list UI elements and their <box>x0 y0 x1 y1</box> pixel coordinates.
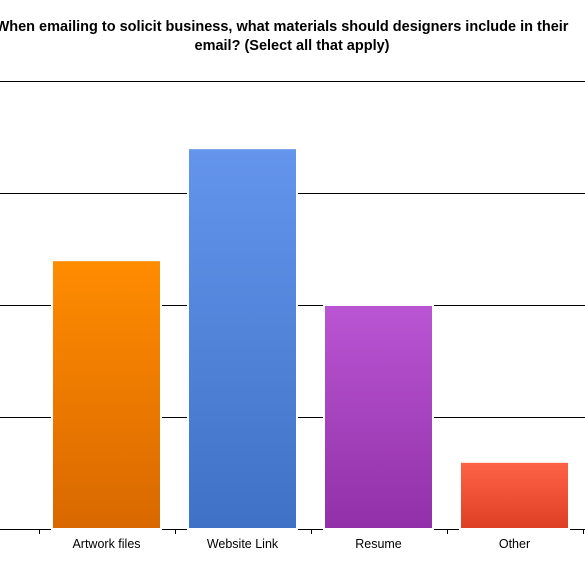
x-axis <box>39 529 584 534</box>
x-tick-label-artwork-files: Artwork files <box>72 537 140 551</box>
bars <box>51 147 570 530</box>
x-tick-label-website-link: Website Link <box>207 537 279 551</box>
bar-other <box>459 460 570 530</box>
chart-title: When emailing to solicit business, what … <box>0 19 569 54</box>
x-tick-labels: Artwork files Website Link Resume Other <box>72 537 530 551</box>
chart-title-line-1: When emailing to solicit business, what … <box>0 19 569 35</box>
x-tick-label-other: Other <box>499 537 530 551</box>
bar-artwork-files <box>51 259 162 530</box>
x-tick-label-resume: Resume <box>355 537 402 551</box>
bar-website-link <box>187 147 298 530</box>
bar-resume <box>323 304 434 530</box>
chart-title-line-2: email? (Select all that apply) <box>195 38 390 54</box>
